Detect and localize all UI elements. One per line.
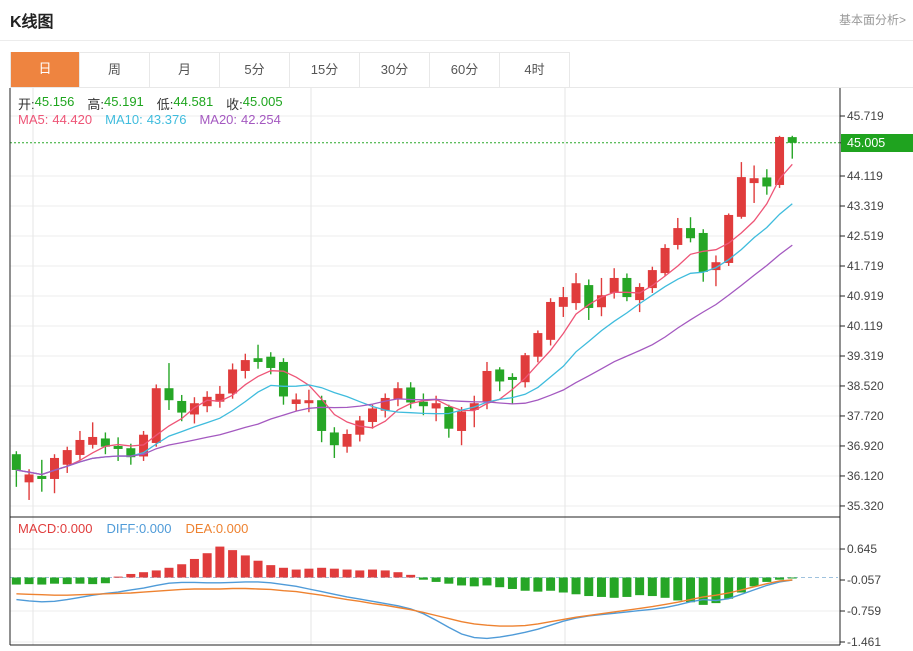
price-tick-label: 42.519 — [847, 229, 884, 243]
ohlc-row-item-3: 收: 45.005 — [226, 94, 283, 112]
macd-tick-label: -0.057 — [847, 573, 882, 588]
period-tabbar: 日周月 5分 15分 30分 60分 4时 — [10, 52, 913, 88]
tab-period-6[interactable]: 60分 — [430, 52, 500, 87]
price-tick-label: 37.720 — [847, 408, 884, 423]
ohlc-summary-row: 开: 45.156 高: 45.191 低: 44.581 收: 45.005 — [18, 94, 283, 113]
header-divider — [0, 40, 913, 41]
tab-period-1[interactable]: 周 — [80, 52, 150, 87]
page-title: K线图 — [10, 14, 54, 31]
fundamental-analysis-link[interactable]: 基本面分析> — [838, 13, 906, 27]
macd-summary-row: MACD: 0.000 DIFF: 0.000 DEA: 0.000 — [18, 521, 248, 536]
ma-row-item-1: MA10: 43.376 — [105, 112, 187, 127]
price-tick-label: 40.919 — [847, 289, 884, 303]
macd-tick-label: -0.759 — [847, 604, 882, 618]
macd-row-item-0: MACD: 0.000 — [18, 521, 93, 536]
price-tick-label: 44.119 — [847, 169, 883, 183]
price-tick-label: 35.320 — [847, 498, 884, 513]
price-tick-label: 38.520 — [847, 378, 884, 393]
tab-period-3[interactable]: 5分 — [220, 52, 290, 87]
ma-summary-row: MA5: 44.420 MA10: 43.376 MA20: 42.254 — [18, 112, 281, 127]
price-tick-label: 41.719 — [847, 259, 884, 273]
macd-row-item-1: DIFF: 0.000 — [106, 521, 172, 536]
tab-period-0[interactable]: 日 — [10, 52, 80, 87]
tab-period-5[interactable]: 30分 — [360, 52, 430, 87]
price-tick-label: 39.319 — [847, 349, 884, 363]
ma-row-item-2: MA20: 42.254 — [199, 112, 281, 127]
price-tick-label: 36.120 — [847, 468, 884, 483]
current-price-badge: 45.005 — [841, 133, 913, 152]
price-tick-label: 36.920 — [847, 438, 884, 453]
ma-row-item-0: MA5: 44.420 — [18, 112, 93, 127]
tab-period-7[interactable]: 4时 — [500, 52, 570, 87]
tab-period-4[interactable]: 15分 — [290, 52, 360, 87]
tab-period-2[interactable]: 月 — [150, 52, 220, 87]
ohlc-row-item-2: 低: 44.581 — [156, 94, 214, 112]
ohlc-row-item-0: 开: 45.156 — [18, 94, 75, 112]
price-tick-label: 45.719 — [847, 109, 884, 123]
macd-tick-label: -1.461 — [847, 635, 882, 649]
price-tick-label: 40.119 — [847, 319, 883, 333]
macd-row-item-2: DEA: 0.000 — [185, 521, 249, 536]
price-tick-label: 43.319 — [847, 199, 884, 213]
macd-tick-label: 0.645 — [847, 542, 878, 557]
ohlc-row-item-1: 高: 45.191 — [87, 94, 144, 112]
